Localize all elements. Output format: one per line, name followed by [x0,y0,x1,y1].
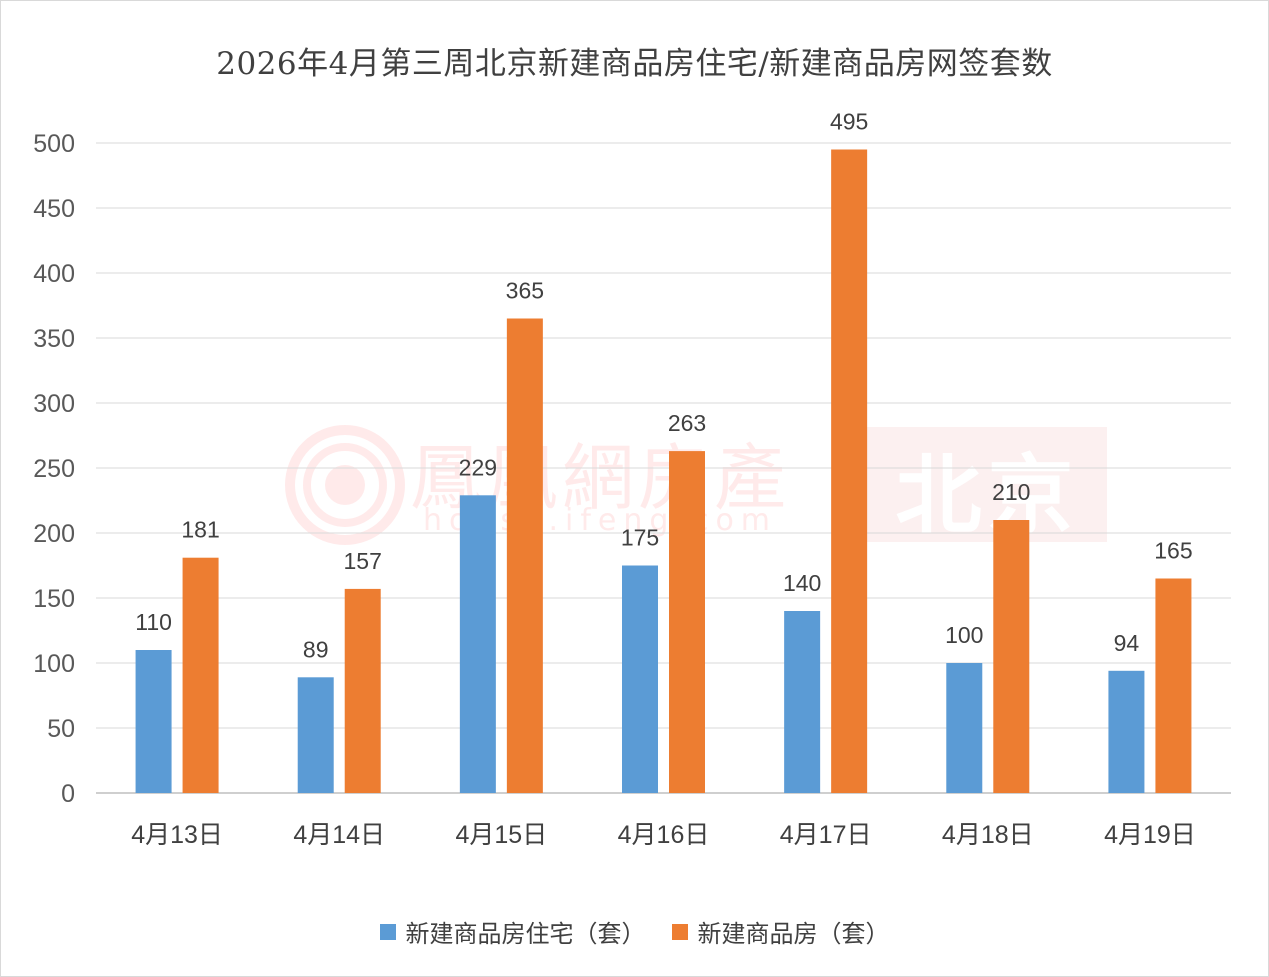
data-label: 165 [1154,538,1192,564]
data-label: 89 [303,636,329,662]
chart-title: 2026年4月第三周北京新建商品房住宅/新建商品房网签套数 [216,46,1053,82]
gridlines [96,142,1231,794]
data-label: 157 [344,548,382,574]
bar-residential [135,650,172,793]
data-label: 140 [783,570,821,596]
y-tick-label: 350 [33,325,75,353]
bar-total [831,149,868,793]
data-label: 263 [668,410,706,436]
bar-residential [1108,670,1145,793]
bar-total [506,318,543,793]
x-tick-label: 4月17日 [780,821,872,849]
y-tick-label: 400 [33,260,75,288]
data-label: 175 [621,525,659,551]
bar-residential [297,677,334,793]
bar-residential [622,565,658,793]
legend-label-total: 新建商品房（套） [697,920,890,948]
x-axis-labels: 4月13日 4月14日 4月15日 4月16日 4月17日 4月18日 4月19日 [131,821,1196,849]
data-label: 110 [135,609,172,635]
bar-residential [784,611,821,793]
x-tick-label: 4月18日 [942,821,1034,849]
x-tick-label: 4月15日 [455,821,547,849]
data-label: 495 [830,109,868,135]
data-label: 181 [181,517,219,543]
bar-residential [459,495,496,793]
watermark-city: 北京 [895,446,1080,546]
y-tick-label: 200 [33,520,75,548]
y-tick-label: 0 [61,780,75,808]
ifeng-logo-icon [285,425,405,545]
legend-label-residential: 新建商品房住宅（套） [405,920,646,948]
legend-item-residential: 新建商品房住宅（套） [379,914,646,949]
y-tick-label: 250 [33,455,75,483]
y-tick-label: 300 [33,390,75,418]
bar-total [1155,578,1192,793]
bar-total [182,557,219,793]
bar-total [993,520,1030,793]
bar-residential [946,663,983,793]
bars [135,149,1192,793]
data-label: 210 [992,479,1030,505]
data-label: 365 [506,278,544,304]
x-tick-label: 4月19日 [1104,821,1196,849]
legend-item-total: 新建商品房（套） [671,914,890,949]
x-tick-label: 4月14日 [293,821,385,849]
x-tick-label: 4月16日 [618,821,710,849]
data-labels: 110 181 89 157 229 365 175 263 140 495 100 210 94 165 [135,109,1192,663]
legend: 新建商品房住宅（套） 新建商品房（套） [0,914,1269,949]
x-tick-label: 4月13日 [131,821,223,849]
y-tick-label: 150 [33,585,75,613]
y-tick-label: 450 [33,195,75,223]
bar-total [344,588,381,793]
watermark-city-box [867,427,1107,542]
y-tick-label: 500 [33,130,75,158]
y-tick-label: 50 [47,715,75,743]
data-label: 94 [1114,630,1140,656]
data-label: 100 [945,622,983,648]
data-label: 229 [459,454,497,480]
legend-swatch-residential [379,923,396,940]
y-axis-labels: 0 50 100 150 200 250 300 350 400 450 500 [33,130,75,808]
legend-swatch-total [671,923,688,940]
bar-total [669,451,705,793]
y-tick-label: 100 [33,650,75,678]
